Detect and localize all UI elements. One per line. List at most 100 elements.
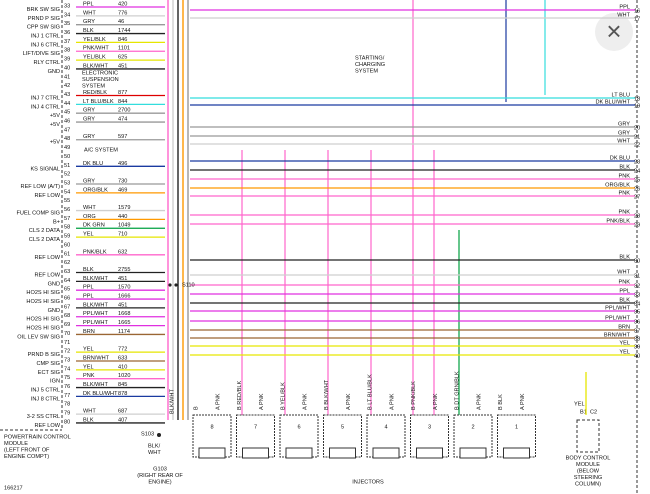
- signal-label: PRND P SIG: [28, 16, 60, 22]
- injector-pin-a: A PNK: [346, 393, 352, 410]
- wire-color: YEL/BLK: [83, 37, 106, 43]
- right-pin: 19: [634, 103, 640, 109]
- pin-number: 58: [64, 225, 70, 231]
- ground-label: G103: [153, 466, 167, 472]
- right-pin: 36: [634, 319, 640, 325]
- wire-color: BLK: [83, 417, 94, 423]
- wire-color: BLK/WHT: [83, 382, 108, 388]
- signal-label: GND: [48, 281, 60, 287]
- circuit-number: 1668: [118, 311, 130, 317]
- circuit-number: 632: [118, 249, 127, 255]
- circuit-number: 687: [118, 409, 127, 415]
- pin-number: 60: [64, 242, 70, 248]
- signal-label: HO2S HI SIG: [26, 326, 60, 332]
- pin-number: 51: [64, 163, 70, 169]
- wire-color: BRN: [83, 329, 95, 335]
- circuit-number: 1174: [118, 329, 130, 335]
- wire-color: DK BLU: [83, 161, 103, 167]
- right-wire-color: PPL: [619, 288, 630, 294]
- wire-color: DK BLU/WHT: [83, 391, 118, 397]
- wire-color: YEL: [83, 364, 94, 370]
- circuit-number: 878: [118, 391, 127, 397]
- wire-color: GRY: [83, 134, 95, 140]
- right-pin: 39: [634, 344, 640, 350]
- bcm-wire: YEL: [574, 401, 585, 407]
- bcm-pin: B1: [580, 409, 587, 415]
- right-wire-color: PNK: [618, 173, 630, 179]
- starting-system-label: SYSTEM: [355, 68, 378, 74]
- signal-label: +5V: [50, 122, 60, 128]
- circuit-number: 1570: [118, 285, 130, 291]
- circuit-number: 410: [118, 364, 127, 370]
- signal-label: BRK SW SIG: [27, 7, 60, 13]
- injector-pin-a: A PNK: [520, 393, 526, 410]
- injector-pin-a: A PNK: [433, 393, 439, 410]
- circuit-number: 1579: [118, 205, 130, 211]
- circuit-number: 451: [118, 302, 127, 308]
- wire-color: WHT: [83, 10, 96, 16]
- pin-number: 76: [64, 384, 70, 390]
- splice-dot: [168, 283, 172, 287]
- signal-label: INJ 4 CTRL: [31, 104, 60, 110]
- bcm-label: MODULE: [576, 462, 600, 468]
- signal-label: INJ 6 CTRL: [31, 42, 60, 48]
- right-pin: 32: [634, 283, 640, 289]
- wire-color: GRY: [83, 19, 95, 25]
- signal-label: +5V: [50, 140, 60, 146]
- circuit-number: 1101: [118, 46, 130, 52]
- pin-number: 69: [64, 322, 70, 328]
- circuit-number: 496: [118, 161, 127, 167]
- right-pin: 37: [634, 328, 640, 334]
- circuit-number: 451: [118, 276, 127, 282]
- pin-number: 61: [64, 251, 70, 257]
- pin-number: 33: [64, 3, 70, 9]
- injector-number: 3: [428, 424, 431, 430]
- right-pin: 40: [634, 353, 640, 359]
- injector-body: [198, 447, 226, 459]
- right-wire-color: PPL: [619, 4, 630, 10]
- wire-color: PPL/WHT: [83, 311, 108, 317]
- right-pin: 22: [634, 142, 640, 148]
- right-pin: 17: [634, 16, 640, 22]
- injector-body: [503, 447, 530, 459]
- circuit-number: 844: [118, 99, 127, 105]
- right-wire-color: BRN/WHT: [604, 332, 631, 338]
- right-wire-color: YEL: [619, 349, 630, 355]
- signal-label: CMP SIG: [36, 361, 60, 367]
- wire-color: PPL: [83, 1, 94, 7]
- bcm-label: (BELOW: [577, 468, 600, 474]
- pin-number: 63: [64, 269, 70, 275]
- pin-number: 70: [64, 331, 70, 337]
- circuit-number: 1049: [118, 223, 130, 229]
- wire-color: DK GRN: [83, 223, 105, 229]
- signal-label: INJ 1 CTRL: [31, 34, 60, 40]
- injector-body: [416, 447, 443, 459]
- close-button[interactable]: [595, 13, 633, 51]
- injector-body: [372, 447, 400, 459]
- signal-label: CPP SW SIG: [27, 25, 60, 31]
- wire-color: ORG/BLK: [83, 187, 108, 193]
- close-icon[interactable]: ×: [606, 16, 621, 46]
- injector-pin-a: A PNK: [389, 393, 395, 410]
- right-pin: 31: [634, 273, 640, 279]
- pin-number: 40: [64, 65, 70, 71]
- signal-label: GND: [48, 69, 60, 75]
- circuit-number: 451: [118, 63, 127, 69]
- wire-color: PPL/WHT: [83, 320, 108, 326]
- injector-number: 6: [297, 424, 300, 430]
- signal-label: OIL LEV SW SIG: [17, 334, 60, 340]
- right-pin: 26: [634, 186, 640, 192]
- signal-label: ECT SIG: [38, 370, 60, 376]
- wire-color: YEL: [83, 347, 94, 353]
- pin-number: 67: [64, 304, 70, 310]
- signal-label: REF LOW: [35, 193, 61, 199]
- right-pin: 38: [634, 336, 640, 342]
- pin-number: 46: [64, 119, 70, 125]
- wire-color: PNK/WHT: [83, 46, 109, 52]
- pin-number: 59: [64, 234, 70, 240]
- circuit-number: 877: [118, 90, 127, 96]
- circuit-number: 46: [118, 19, 124, 25]
- ground-label: ENGINE): [148, 479, 171, 485]
- right-pin: 25: [634, 177, 640, 183]
- wire-color: BLK: [83, 267, 94, 273]
